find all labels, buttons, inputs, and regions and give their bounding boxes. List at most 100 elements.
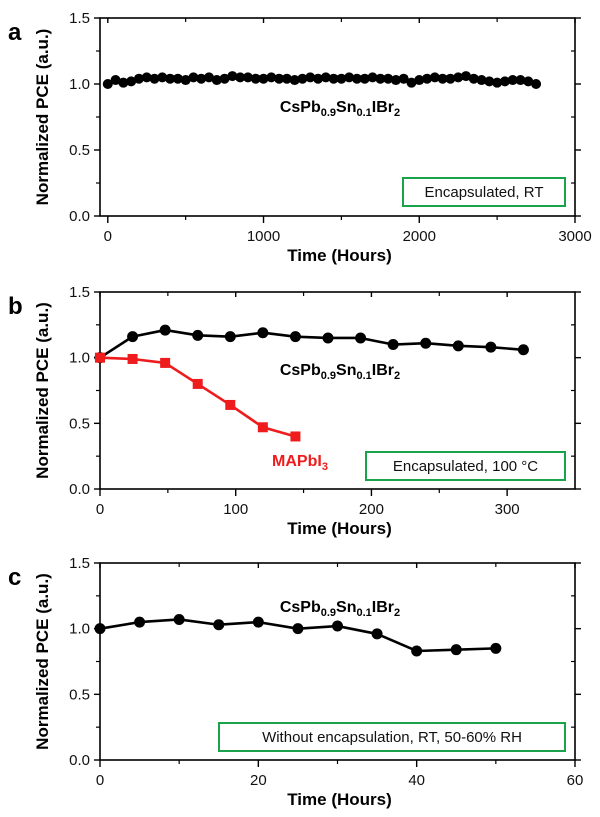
data-point-circle: [219, 73, 230, 84]
data-point-circle: [355, 332, 367, 344]
data-point-circle: [224, 331, 236, 343]
data-point-circle: [411, 645, 423, 657]
data-point-circle: [437, 73, 448, 84]
y-tick-label: 0.5: [69, 686, 90, 703]
label-part: CsPb: [280, 362, 321, 379]
series-cspb0-9sn0-1ibr2: CsPb0.9Sn0.1IBr2: [94, 324, 529, 382]
data-point-square: [225, 399, 236, 410]
data-point-circle: [422, 73, 433, 84]
data-point-circle: [250, 73, 261, 84]
data-point-circle: [452, 340, 464, 352]
panel-letter: a: [8, 19, 22, 46]
y-axis-title: Normalized PCE (a.u.): [33, 573, 52, 750]
data-point-circle: [165, 73, 176, 84]
data-point-circle: [387, 339, 399, 351]
data-point-circle: [336, 73, 347, 84]
data-point-circle: [196, 73, 207, 84]
data-point-circle: [266, 72, 277, 83]
y-tick-label: 0.5: [69, 415, 90, 432]
data-point-circle: [371, 628, 383, 640]
data-point-circle: [227, 71, 238, 82]
y-axis-title: Normalized PCE (a.u.): [33, 302, 52, 479]
data-point-circle: [134, 616, 146, 628]
condition-legend-box: [218, 722, 566, 752]
data-point-square: [290, 431, 301, 442]
y-axis-title: Normalized PCE (a.u.): [33, 29, 52, 206]
data-point-circle: [450, 644, 462, 656]
data-point-circle: [420, 337, 432, 349]
data-point-circle: [149, 73, 160, 84]
data-point-circle: [332, 620, 343, 632]
data-point-circle: [322, 332, 334, 344]
subscript: 2: [394, 107, 400, 119]
data-point-circle: [213, 619, 225, 631]
series-label: CsPb0.9Sn0.1IBr2: [280, 362, 400, 382]
data-point-circle: [476, 75, 487, 86]
label-part: IBr: [372, 599, 394, 616]
x-tick-label: 60: [567, 772, 584, 789]
data-point-circle: [257, 327, 269, 339]
series-cspb0-9sn0-1ibr2: CsPb0.9Sn0.1IBr2: [94, 599, 502, 657]
x-tick-label: 0: [104, 228, 112, 245]
data-point-circle: [110, 75, 121, 86]
series-label: CsPb0.9Sn0.1IBr2: [280, 599, 400, 619]
data-point-circle: [242, 72, 253, 83]
data-point-circle: [313, 73, 324, 84]
data-point-circle: [94, 623, 106, 635]
label-part: Sn: [336, 99, 356, 116]
data-point-circle: [211, 75, 222, 86]
y-tick-label: 0.0: [69, 208, 90, 225]
label-part: IBr: [372, 362, 394, 379]
data-point-circle: [492, 77, 503, 88]
x-tick-label: 1000: [247, 228, 280, 245]
data-point-circle: [172, 73, 183, 84]
label-part: CsPb: [280, 599, 321, 616]
data-point-circle: [375, 73, 386, 84]
series-label: MAPbI3: [272, 453, 328, 473]
x-tick-label: 40: [408, 772, 425, 789]
data-point-circle: [188, 72, 199, 83]
data-point-circle: [445, 73, 456, 84]
subscript: 0.9: [321, 107, 336, 119]
data-point-circle: [133, 73, 144, 84]
panel-letter: b: [8, 293, 23, 320]
data-point-circle: [204, 72, 215, 83]
x-axis-title: Time (Hours): [287, 519, 392, 538]
data-point-circle: [414, 75, 425, 86]
subscript: 0.9: [321, 607, 336, 619]
data-point-circle: [289, 331, 301, 343]
condition-legend-box: [365, 451, 566, 481]
data-point-circle: [453, 72, 464, 83]
data-point-circle: [289, 75, 300, 86]
y-tick-label: 1.0: [69, 350, 90, 367]
data-point-circle: [507, 75, 518, 86]
data-point-circle: [102, 79, 113, 89]
x-tick-label: 200: [359, 501, 384, 518]
data-point-circle: [485, 341, 497, 353]
x-tick-label: 20: [250, 772, 267, 789]
series-mapbi3: MAPbI3: [95, 352, 328, 473]
data-point-circle: [383, 73, 394, 84]
x-tick-label: 3000: [558, 228, 591, 245]
data-point-circle: [157, 72, 168, 83]
data-point-circle: [235, 72, 246, 83]
data-point-circle: [523, 76, 534, 87]
data-point-circle: [159, 324, 171, 336]
data-point-circle: [344, 72, 355, 83]
data-point-circle: [359, 73, 370, 84]
panel-c: c 0.0 0.5 1.0 1.5 0 20 40 60 Time (Hours) Normaliz…: [8, 555, 583, 809]
data-point-circle: [297, 73, 308, 84]
x-tick-label: 2000: [403, 228, 436, 245]
data-point-circle: [468, 73, 479, 84]
data-point-circle: [515, 75, 526, 86]
data-point-circle: [406, 77, 417, 88]
data-point-circle: [258, 73, 269, 84]
y-tick-label: 0.5: [69, 142, 90, 159]
label-part: MAPbI: [272, 453, 322, 470]
condition-legend-box: [402, 177, 566, 207]
data-point-circle: [490, 642, 502, 654]
y-tick-label: 1.0: [69, 76, 90, 93]
data-point-circle: [292, 623, 304, 635]
subscript: 2: [394, 370, 400, 382]
